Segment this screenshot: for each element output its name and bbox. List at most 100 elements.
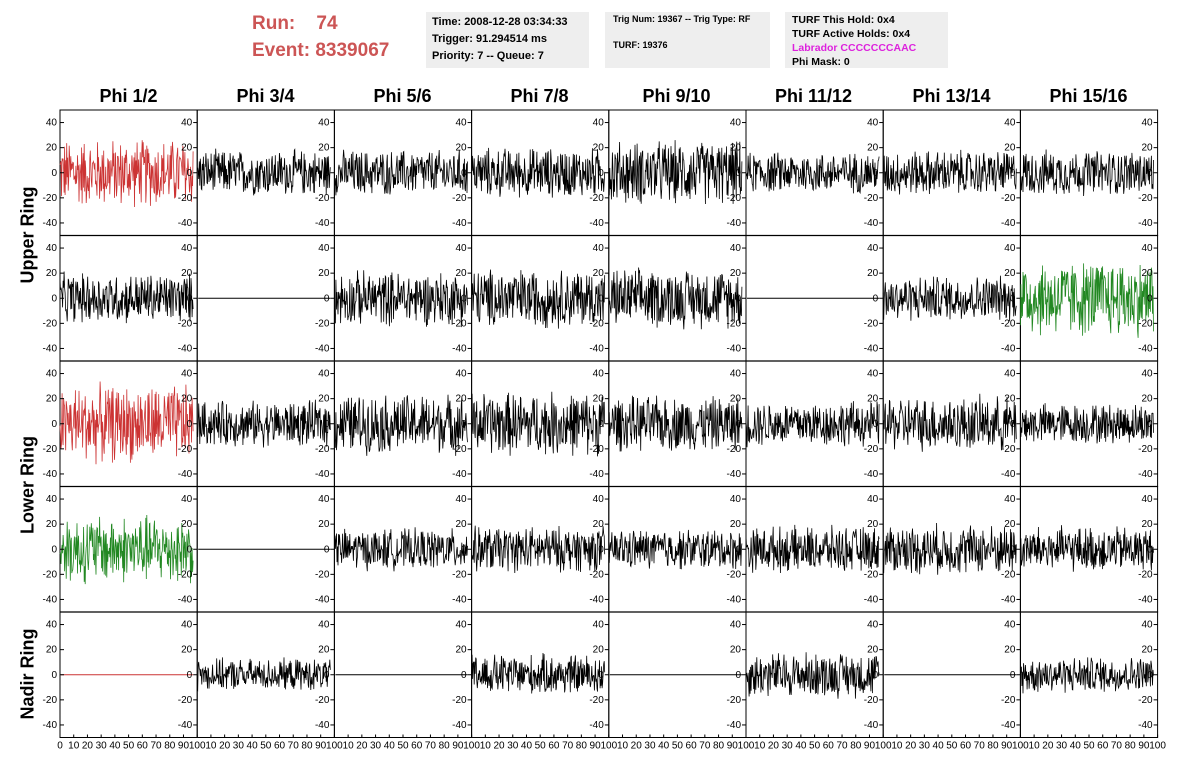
y-tick-label-left: -20 [43,569,58,580]
phi-mask-text: Phi Mask: 0 [792,56,850,68]
y-tick-label: -20 [727,444,742,455]
x-tick-label: 50 [260,741,272,752]
y-tick-label: 20 [593,268,605,279]
y-tick-label: 40 [593,118,605,129]
y-tick-label: 40 [1141,620,1153,631]
y-tick-label: -20 [864,193,879,204]
y-tick-label-left: 0 [51,293,57,304]
y-tick-label: -20 [727,318,742,329]
x-tick-label: 70 [288,741,300,752]
y-tick-label: 0 [461,293,467,304]
column-label-phi-15-16: Phi 15/16 [1049,86,1128,106]
x-tick-label: 80 [576,741,588,752]
x-tick-label: 60 [411,741,423,752]
x-tick-label: 50 [397,741,409,752]
y-tick-label: -40 [589,218,604,229]
x-tick-label: 20 [905,741,917,752]
priority-text: Priority: 7 -- Queue: 7 [432,50,544,62]
y-tick-label: -40 [1138,343,1153,354]
y-tick-label: -40 [178,343,193,354]
y-tick-label: 40 [1004,369,1016,380]
y-tick-label: 40 [593,620,605,631]
y-tick-label: 40 [318,243,330,254]
y-tick-label-left: 40 [46,494,58,505]
x-tick-label: 100 [738,741,755,752]
y-tick-label: -40 [589,343,604,354]
turf-hold-box: TURF This Hold: 0x4 TURF Active Holds: 0… [785,12,948,68]
waveform-panel-r3-c6-trace [882,522,1017,575]
y-tick-label: 40 [1141,243,1153,254]
x-tick-label: 40 [1070,741,1082,752]
y-tick-label: 40 [867,243,879,254]
y-tick-label: 40 [318,494,330,505]
y-tick-label: -40 [315,469,330,480]
y-tick-label: 20 [593,143,605,154]
y-tick-label: -40 [178,218,193,229]
y-tick-label: -40 [727,720,742,731]
y-tick-label: 0 [187,168,193,179]
y-tick-label: 0 [324,544,330,555]
waveform-panel-r1-c7-trace [1020,263,1154,338]
y-tick-label: 20 [1004,394,1016,405]
y-tick-label: -20 [178,444,193,455]
y-tick-label: 40 [318,369,330,380]
column-label-phi-7-8: Phi 7/8 [510,86,569,106]
x-tick-label: 10 [617,741,629,752]
y-tick-label: -40 [589,469,604,480]
y-tick-label-left: 20 [46,394,58,405]
y-tick-label: 20 [1004,143,1016,154]
y-tick-label: 40 [1004,494,1016,505]
y-tick-label: 20 [1004,268,1016,279]
waveform-panel-r1-c4-trace [608,267,743,330]
y-tick-label: -20 [589,569,604,580]
y-tick-label: 0 [461,419,467,430]
y-tick-label: 40 [455,243,467,254]
waveform-panel-r1-c3-trace [471,269,606,329]
turf-hold-text: TURF This Hold: 0x4 [792,14,895,26]
y-tick-label: -40 [452,469,467,480]
y-tick-label: 20 [318,143,330,154]
y-tick-label: 20 [181,645,193,656]
y-tick-label: -20 [589,318,604,329]
x-tick-label: 60 [960,741,972,752]
waveform-panel-r3-c2-trace [334,527,468,572]
x-tick-label: 70 [1111,741,1123,752]
y-tick-label: 20 [593,394,605,405]
y-tick-label: 40 [1004,118,1016,129]
x-tick-label: 70 [974,741,986,752]
waveform-panel-r0-c4-trace [608,140,743,205]
event-number: 8339067 [315,40,390,61]
x-tick-label: 30 [96,741,108,752]
x-tick-label: 80 [1125,741,1137,752]
y-tick-label: 0 [873,168,879,179]
time-trigger-box: Time: 2008-12-28 03:34:33 Trigger: 91.29… [426,12,589,68]
turf-text: TURF: 19376 [613,40,668,50]
y-tick-label: 40 [730,118,742,129]
y-tick-label: 40 [1004,620,1016,631]
x-tick-label: 80 [987,741,999,752]
x-tick-label: 40 [384,741,396,752]
y-tick-label: -40 [315,218,330,229]
x-tick-label: 50 [672,741,684,752]
y-tick-label: 0 [873,293,879,304]
y-tick-label: 0 [461,670,467,681]
y-tick-label: -20 [589,444,604,455]
y-tick-label: -40 [1001,469,1016,480]
waveform-panel-r3-c4-trace [608,529,743,570]
y-tick-label: 20 [318,394,330,405]
y-tick-label: 40 [318,118,330,129]
y-tick-label: -20 [1001,695,1016,706]
x-tick-label: 50 [946,741,958,752]
y-tick-label: 40 [318,620,330,631]
x-tick-label: 70 [425,741,437,752]
y-tick-label: -40 [864,343,879,354]
y-tick-label: -40 [864,469,879,480]
trig-num-text: Trig Num: 19367 -- Trig Type: RF [613,14,751,24]
y-tick-label: 20 [455,519,467,530]
y-tick-label: -20 [315,444,330,455]
y-tick-label: 20 [1141,394,1153,405]
waveform-panel-r3-c7-trace [1020,525,1154,572]
waveform-panel-r0-c5 [745,109,884,236]
x-tick-label: 10 [205,741,217,752]
